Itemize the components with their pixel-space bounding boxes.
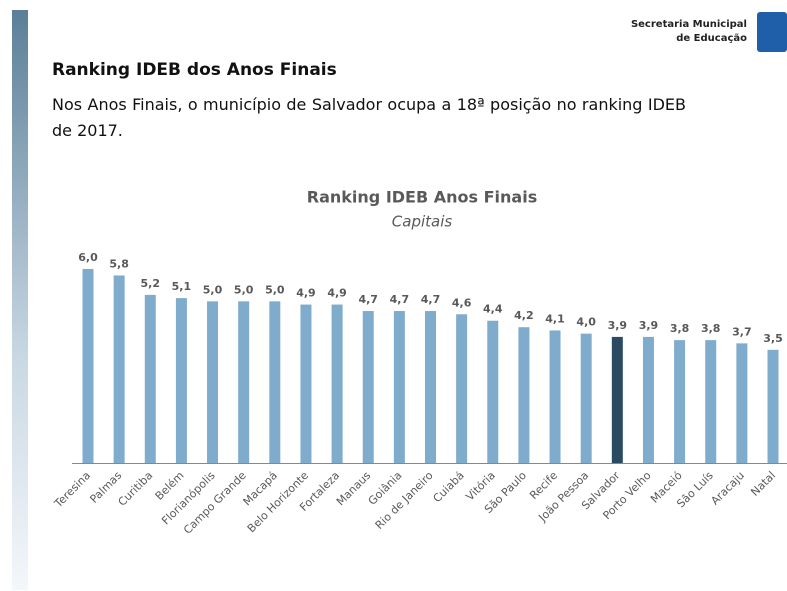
chart-subtitle: Capitais	[392, 213, 453, 231]
data-label: 3,9	[639, 319, 659, 332]
data-label: 5,2	[141, 277, 161, 290]
side-bar	[12, 10, 28, 590]
bar	[767, 349, 779, 463]
data-label: 4,0	[576, 316, 596, 329]
data-label: 4,7	[421, 293, 441, 306]
bar	[238, 301, 250, 463]
heading: Ranking IDEB dos Anos Finais	[52, 60, 337, 80]
org-line: Secretaria Municipal	[630, 19, 747, 30]
data-label: 5,0	[203, 283, 223, 296]
data-label: 3,7	[732, 325, 752, 338]
data-label: 4,2	[514, 309, 534, 322]
bar	[549, 330, 561, 463]
x-tick-label: Cuiabá	[431, 469, 467, 505]
bar	[269, 301, 281, 463]
bar	[425, 311, 436, 463]
bar	[611, 336, 623, 463]
org-line: de Educação	[676, 33, 747, 44]
data-label: 5,8	[109, 257, 129, 270]
logo	[757, 12, 787, 52]
bar	[300, 304, 312, 463]
bar	[674, 340, 686, 463]
data-label: 5,1	[172, 280, 192, 293]
x-tick-label: Aracaju	[708, 469, 747, 508]
bar	[207, 301, 219, 463]
bar	[580, 333, 592, 463]
x-tick-label: Teresina	[51, 469, 93, 511]
bar	[736, 343, 748, 463]
chart-title: Ranking IDEB Anos Finais	[307, 188, 537, 207]
data-label: 3,9	[608, 319, 628, 332]
data-label: 4,9	[327, 287, 347, 300]
bar	[362, 311, 374, 463]
org-name: Secretaria Municipal de Educação	[631, 18, 747, 46]
data-label: 4,1	[545, 312, 565, 325]
data-label: 3,5	[763, 332, 783, 345]
data-label: 3,8	[670, 322, 690, 335]
bar	[393, 311, 405, 463]
bar	[331, 304, 343, 463]
bar	[456, 314, 468, 463]
x-tick-label: Manaus	[334, 469, 374, 509]
bar	[82, 269, 94, 463]
data-label: 4,7	[390, 293, 410, 306]
data-label: 4,4	[483, 303, 503, 316]
x-tick-label: Natal	[748, 469, 778, 499]
bar	[113, 275, 125, 463]
bar	[175, 298, 187, 463]
data-label: 5,0	[265, 283, 285, 296]
bar	[144, 294, 156, 463]
data-label: 4,9	[296, 287, 316, 300]
bar	[518, 327, 530, 463]
data-label: 4,6	[452, 296, 472, 309]
bar	[487, 320, 499, 463]
x-tick-label: Curitiba	[116, 469, 156, 509]
data-label: 5,0	[234, 283, 254, 296]
data-label: 4,7	[358, 293, 378, 306]
bar	[642, 336, 654, 463]
data-label: 6,0	[78, 251, 98, 264]
lead-text: Nos Anos Finais, o município de Salvador…	[52, 95, 686, 140]
data-label: 3,8	[701, 322, 721, 335]
bar	[705, 340, 717, 463]
